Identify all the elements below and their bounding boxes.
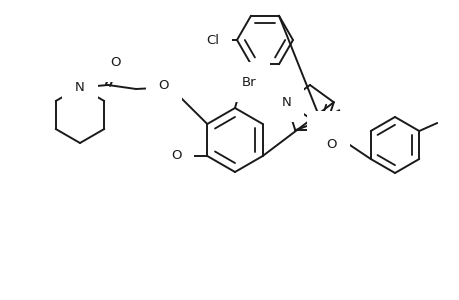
Text: N: N — [319, 124, 329, 137]
Text: Br: Br — [241, 76, 256, 88]
Text: N: N — [281, 96, 291, 109]
Text: N: N — [75, 80, 85, 94]
Text: O: O — [170, 148, 181, 161]
Text: O: O — [325, 138, 336, 151]
Text: Cl: Cl — [206, 34, 218, 46]
Text: O: O — [158, 79, 169, 92]
Text: O: O — [111, 56, 121, 68]
